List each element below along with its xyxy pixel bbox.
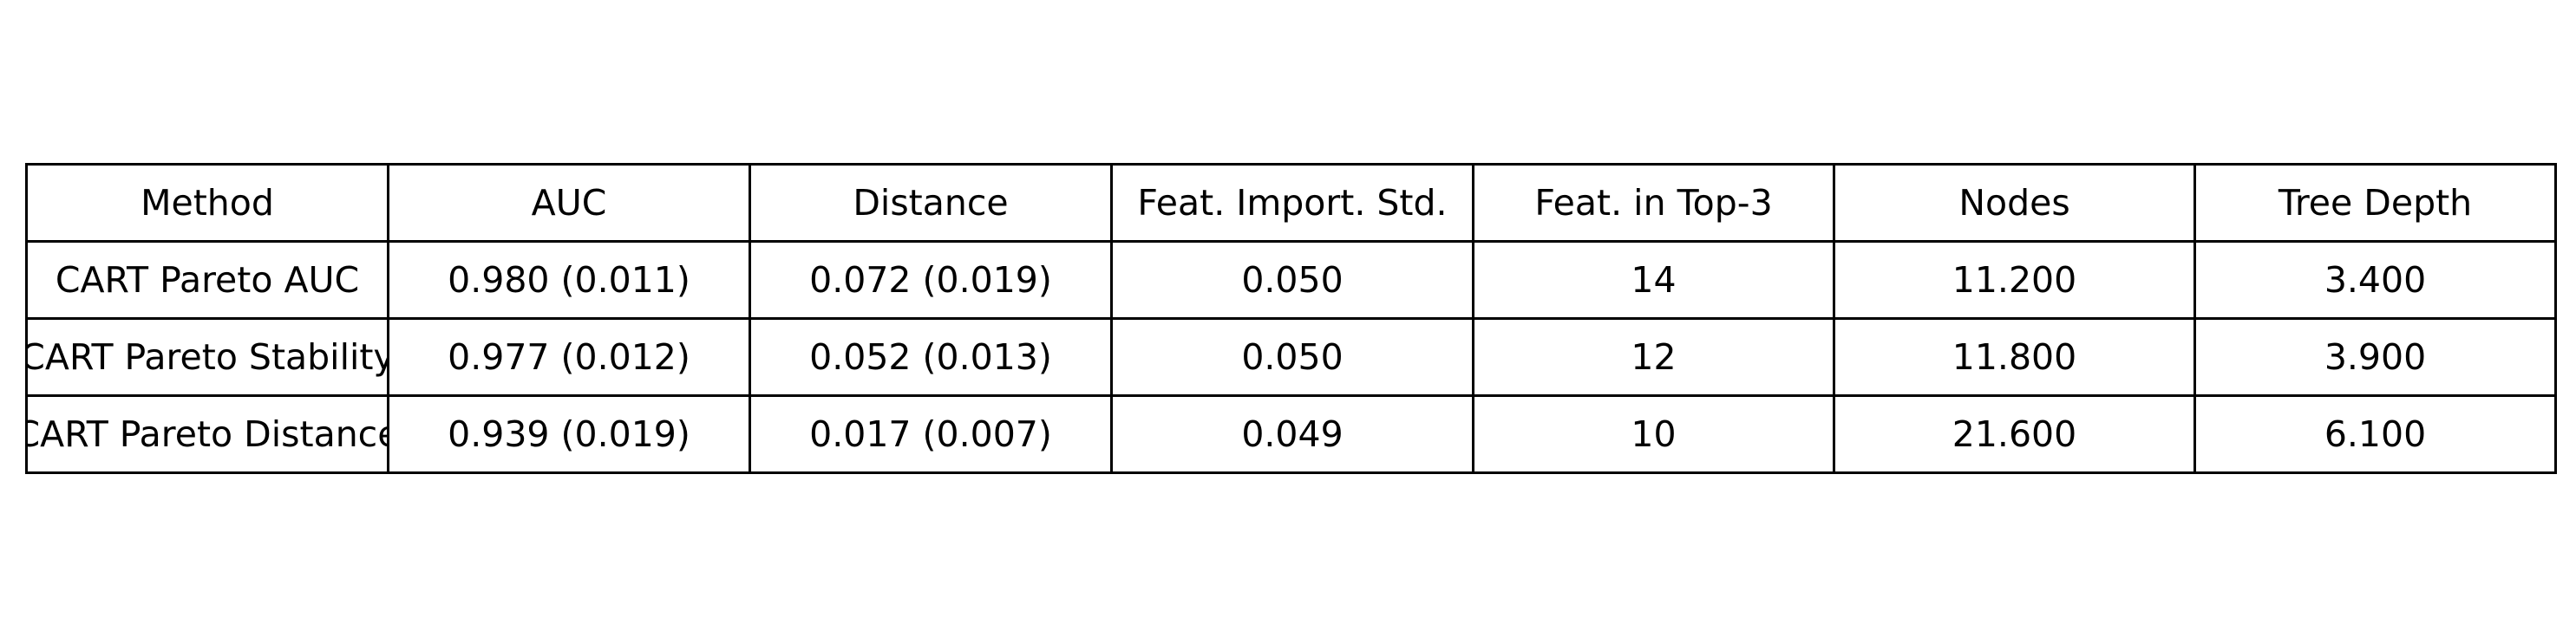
results-table: Method AUC Distance Feat. Import. Std. F… bbox=[25, 163, 2557, 474]
cell-feat-import-std: 0.049 bbox=[1110, 394, 1474, 474]
cell-tree-depth: 3.400 bbox=[2194, 240, 2557, 320]
header-nodes: Nodes bbox=[1833, 163, 2196, 243]
header-distance: Distance bbox=[749, 163, 1113, 243]
header-feat-in-top3: Feat. in Top-3 bbox=[1472, 163, 1835, 243]
cell-tree-depth: 6.100 bbox=[2194, 394, 2557, 474]
method-label: CART Pareto AUC bbox=[55, 259, 360, 301]
cell-distance: 0.072 (0.019) bbox=[749, 240, 1113, 320]
header-method: Method bbox=[25, 163, 389, 243]
table-row: CART Pareto Stability 0.977 (0.012) 0.05… bbox=[25, 317, 2557, 397]
cell-distance: 0.017 (0.007) bbox=[749, 394, 1113, 474]
table-row: CART Pareto AUC 0.980 (0.011) 0.072 (0.0… bbox=[25, 240, 2557, 320]
cell-auc: 0.977 (0.012) bbox=[387, 317, 751, 397]
cell-method: CART Pareto Stability bbox=[25, 317, 389, 397]
table-row: CART Pareto Distance 0.939 (0.019) 0.017… bbox=[25, 394, 2557, 474]
header-tree-depth: Tree Depth bbox=[2194, 163, 2557, 243]
cell-nodes: 11.200 bbox=[1833, 240, 2196, 320]
cell-nodes: 21.600 bbox=[1833, 394, 2196, 474]
cell-tree-depth: 3.900 bbox=[2194, 317, 2557, 397]
results-table-container: Method AUC Distance Feat. Import. Std. F… bbox=[25, 163, 2557, 474]
cell-method: CART Pareto Distance bbox=[25, 394, 389, 474]
cell-auc: 0.980 (0.011) bbox=[387, 240, 751, 320]
cell-nodes: 11.800 bbox=[1833, 317, 2196, 397]
cell-feat-in-top3: 10 bbox=[1472, 394, 1835, 474]
method-label: CART Pareto Stability bbox=[26, 336, 389, 378]
header-row: Method AUC Distance Feat. Import. Std. F… bbox=[25, 163, 2557, 243]
header-feat-import-std: Feat. Import. Std. bbox=[1110, 163, 1474, 243]
cell-distance: 0.052 (0.013) bbox=[749, 317, 1113, 397]
cell-feat-in-top3: 12 bbox=[1472, 317, 1835, 397]
cell-method: CART Pareto AUC bbox=[25, 240, 389, 320]
cell-feat-in-top3: 14 bbox=[1472, 240, 1835, 320]
method-label: CART Pareto Distance bbox=[26, 413, 389, 455]
cell-auc: 0.939 (0.019) bbox=[387, 394, 751, 474]
cell-feat-import-std: 0.050 bbox=[1110, 240, 1474, 320]
cell-feat-import-std: 0.050 bbox=[1110, 317, 1474, 397]
header-auc: AUC bbox=[387, 163, 751, 243]
